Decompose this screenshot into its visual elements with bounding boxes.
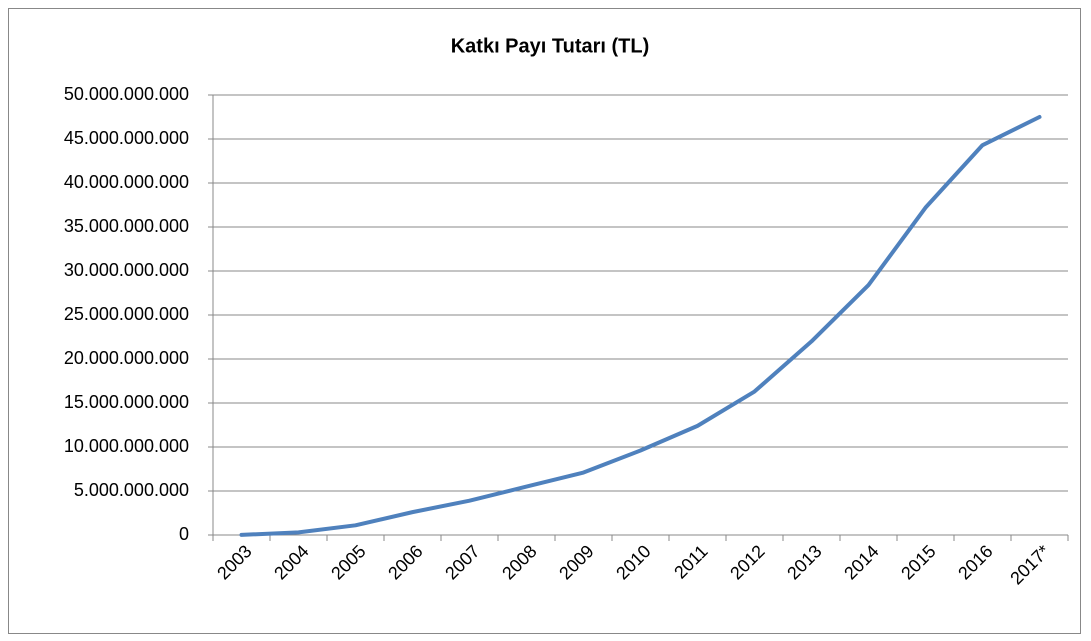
y-tick-label: 0 [179, 524, 189, 544]
y-tick-label: 50.000.000.000 [64, 84, 189, 104]
y-tick-label: 20.000.000.000 [64, 348, 189, 368]
data-line [239, 115, 1042, 537]
y-tick-label: 35.000.000.000 [64, 216, 189, 236]
y-tick-label: 5.000.000.000 [74, 480, 189, 500]
y-tick-label: 10.000.000.000 [64, 436, 189, 456]
y-tick-label: 45.000.000.000 [64, 128, 189, 148]
y-tick-label: 30.000.000.000 [64, 260, 189, 280]
chart-frame [8, 8, 1081, 634]
y-tick-label: 15.000.000.000 [64, 392, 189, 412]
y-tick-label: 40.000.000.000 [64, 172, 189, 192]
chart-title: Katkı Payı Tutarı (TL) [451, 35, 650, 57]
y-tick-label: 25.000.000.000 [64, 304, 189, 324]
